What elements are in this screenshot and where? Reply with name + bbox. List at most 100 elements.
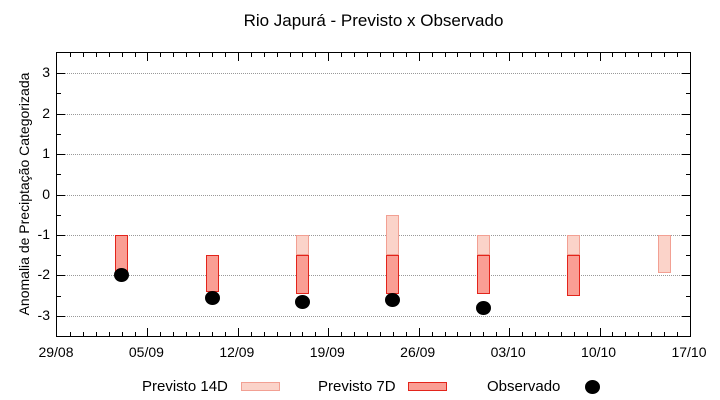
- plot-area: [56, 52, 691, 337]
- x-tick: [522, 53, 524, 57]
- y-tick: [686, 214, 690, 216]
- x-tick: [522, 332, 524, 336]
- x-tick: [108, 53, 110, 57]
- x-tick: [496, 332, 498, 336]
- y-tick-label: -1: [37, 225, 50, 242]
- x-tick: [173, 53, 175, 57]
- x-tick: [664, 53, 666, 57]
- y-tick: [57, 154, 65, 156]
- legend-swatch-previsto-14d: [241, 382, 280, 391]
- y-tick: [57, 275, 65, 277]
- gridline: [57, 234, 690, 236]
- x-tick: [121, 332, 123, 336]
- x-tick: [457, 53, 459, 57]
- gridline: [57, 113, 690, 115]
- y-tick-label: -3: [37, 306, 50, 323]
- x-tick: [483, 332, 485, 336]
- y-tick: [682, 234, 690, 236]
- legend-label-previsto-7d: Previsto 7D: [318, 378, 396, 395]
- x-tick: [638, 332, 640, 336]
- x-tick: [224, 53, 226, 57]
- y-tick-label: 1: [42, 145, 50, 162]
- observado-dot: [294, 294, 310, 309]
- x-tick: [147, 328, 149, 336]
- x-tick-label: 12/09: [219, 344, 255, 360]
- y-tick: [686, 255, 690, 257]
- observado-dot: [204, 290, 220, 305]
- x-tick: [134, 53, 136, 57]
- x-tick: [186, 53, 188, 57]
- x-tick: [534, 332, 536, 336]
- y-tick: [57, 255, 61, 257]
- x-tick: [367, 53, 369, 57]
- x-tick: [625, 332, 627, 336]
- x-tick: [354, 53, 356, 57]
- x-tick: [289, 53, 291, 57]
- x-tick: [276, 53, 278, 57]
- x-tick: [625, 53, 627, 57]
- y-tick: [57, 295, 61, 297]
- x-tick: [444, 53, 446, 57]
- x-tick: [95, 332, 97, 336]
- y-tick: [686, 133, 690, 135]
- bar-previsto-7d: [567, 255, 581, 296]
- y-tick: [57, 93, 61, 95]
- bar-previsto-14d: [386, 214, 400, 256]
- x-tick: [677, 53, 679, 57]
- x-tick: [612, 53, 614, 57]
- bar-previsto-14d: [295, 234, 309, 256]
- gridline: [57, 73, 690, 75]
- x-tick: [664, 332, 666, 336]
- x-tick: [470, 332, 472, 336]
- y-tick: [57, 113, 65, 115]
- x-tick: [289, 332, 291, 336]
- x-tick-label: 05/09: [128, 344, 164, 360]
- x-tick: [405, 332, 407, 336]
- bar-previsto-7d: [386, 255, 400, 294]
- x-tick: [496, 53, 498, 57]
- x-tick: [263, 53, 265, 57]
- x-tick: [483, 53, 485, 57]
- y-tick: [57, 234, 65, 236]
- x-tick-label: 10/10: [581, 344, 617, 360]
- x-tick: [612, 332, 614, 336]
- x-tick: [160, 53, 162, 57]
- x-tick-label: 19/09: [309, 344, 345, 360]
- x-tick: [367, 332, 369, 336]
- y-tick: [682, 73, 690, 75]
- x-tick-label: 29/08: [38, 344, 74, 360]
- bar-previsto-14d: [567, 234, 581, 256]
- x-tick: [199, 332, 201, 336]
- x-tick: [560, 53, 562, 57]
- x-tick: [341, 332, 343, 336]
- x-tick: [82, 332, 84, 336]
- x-tick: [431, 53, 433, 57]
- x-tick: [250, 332, 252, 336]
- bar-previsto-14d: [657, 234, 671, 274]
- x-tick: [638, 53, 640, 57]
- x-tick: [250, 53, 252, 57]
- x-tick: [237, 328, 239, 336]
- x-tick: [651, 332, 653, 336]
- y-tick-label: -2: [37, 266, 50, 283]
- gridline: [57, 315, 690, 317]
- x-tick: [302, 332, 304, 336]
- y-tick: [57, 174, 61, 176]
- y-tick: [682, 275, 690, 277]
- gridline: [57, 275, 690, 277]
- x-tick: [276, 332, 278, 336]
- x-tick: [224, 332, 226, 336]
- x-tick: [392, 332, 394, 336]
- y-tick: [682, 154, 690, 156]
- x-tick: [160, 332, 162, 336]
- y-tick: [57, 194, 65, 196]
- x-tick: [315, 53, 317, 57]
- gridline: [57, 154, 690, 156]
- x-tick: [341, 53, 343, 57]
- x-tick: [134, 332, 136, 336]
- x-tick: [95, 53, 97, 57]
- x-tick: [534, 53, 536, 57]
- y-tick-label: 2: [42, 104, 50, 121]
- legend-swatch-previsto-7d: [408, 382, 447, 391]
